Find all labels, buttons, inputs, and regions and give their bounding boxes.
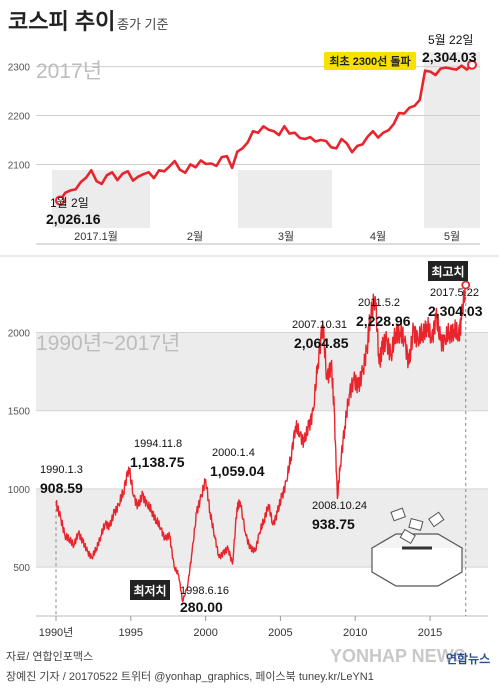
ballot-paper-icon <box>399 528 416 545</box>
end-point <box>467 59 477 70</box>
ballot-paper-icon <box>428 511 445 528</box>
high-tag-box <box>428 261 468 281</box>
annot-date: 5월 22일 <box>428 33 473 47</box>
ballot-paper-icon <box>390 507 406 522</box>
annot-value: 938.75 <box>312 516 355 532</box>
x-tick-label: 2005 <box>268 627 292 639</box>
annot-value: 280.00 <box>180 599 223 615</box>
ballot-box-side-icon <box>371 548 463 587</box>
annot-date: 2008.10.24 <box>312 500 367 512</box>
month-band <box>424 52 480 170</box>
annot-date: 2007.10.31 <box>292 319 347 331</box>
month-band <box>424 170 480 228</box>
x-tick-label: 4월 <box>370 230 386 243</box>
x-tick-label: 2월 <box>187 230 203 243</box>
chart-title-1990-2017: 1990년~2017년 <box>36 332 180 355</box>
x-tick-label: 2010 <box>343 627 367 639</box>
yonhap-logo: YONHAP NEWS <box>330 646 466 666</box>
annot-value: 1,138.75 <box>130 454 185 470</box>
credit-note: 장예진 기자 / 20170522 트위터 @yonhap_graphics, … <box>6 671 374 683</box>
page-subtitle: 종가 기준 <box>117 17 169 32</box>
start-point <box>55 195 65 206</box>
record-badge <box>324 52 416 70</box>
record-badge-label: 최초 2300선 돌파 <box>329 54 411 68</box>
annot-value: 2,228.96 <box>356 313 411 329</box>
annot-date: 1990.1.3 <box>40 464 83 476</box>
annot-date: 1998.6.16 <box>180 585 229 597</box>
annot-value: 1,059.04 <box>210 463 265 479</box>
y-tick-label: 500 <box>13 563 30 574</box>
x-tick-label: 5월 <box>444 230 460 243</box>
x-tick-label: 1990년 <box>39 626 74 639</box>
low-tag: 최저치 <box>133 583 166 598</box>
x-tick-label: 1995 <box>119 627 143 639</box>
y-tick-label: 2300 <box>8 63 31 74</box>
low-tag-box <box>130 580 170 600</box>
high-tag: 최고치 <box>431 264 464 279</box>
annot-date: 2011.5.2 <box>358 297 400 309</box>
annot-value: 908.59 <box>40 480 83 496</box>
ballot-paper-icon <box>408 517 424 531</box>
x-tick-label: 2015 <box>418 627 442 639</box>
annot-value: 2,064.85 <box>294 335 349 351</box>
series-line-1990-2017 <box>55 276 467 603</box>
source-note: 자료/ 연합인포맥스 <box>6 651 94 663</box>
annot-date: 2017.5.22 <box>430 287 479 299</box>
x-tick-label: 2017.1월 <box>74 230 118 243</box>
annot-date: 2000.1.4 <box>212 447 255 459</box>
series-line-2017 <box>58 63 473 202</box>
y-tick-label: 2000 <box>8 329 31 340</box>
y-tick-label: 1500 <box>8 407 31 418</box>
page-title: 코스피 추이 <box>8 9 116 34</box>
chart-title-2017: 2017년 <box>36 60 102 83</box>
annot-value: 2,026.16 <box>46 211 101 227</box>
end-point <box>461 280 471 290</box>
annot-value: 2,304.03 <box>428 303 483 319</box>
yonhap-logo-kr: 연합뉴스 <box>446 652 491 666</box>
x-tick-label: 2000 <box>193 627 217 639</box>
x-tick-label: 3월 <box>278 230 294 243</box>
month-band <box>238 170 332 228</box>
annot-date: 1994.11.8 <box>134 438 182 450</box>
y-tick-label: 2200 <box>8 112 31 123</box>
y-tick-label: 2100 <box>8 160 31 171</box>
y-tick-label: 1000 <box>8 485 31 496</box>
annot-value: 2,304.03 <box>422 49 477 65</box>
annot-date: 1월 2일 <box>50 196 89 210</box>
